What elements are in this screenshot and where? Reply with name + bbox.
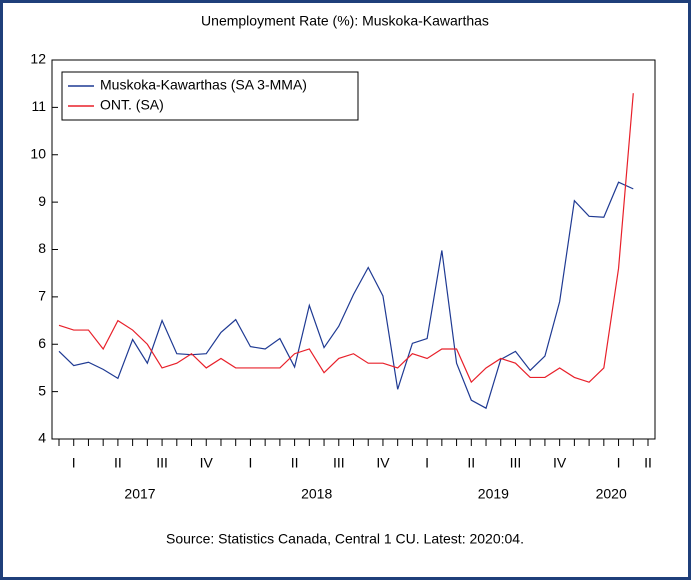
year-label: 2020 [596,486,627,502]
y-tick-label: 7 [38,288,46,304]
series-line [58,93,634,384]
year-label: 2019 [478,486,509,502]
x-tick-label: I [248,455,252,471]
x-tick-label: II [467,455,475,471]
x-tick-label: II [644,455,652,471]
x-tick-label: I [425,455,429,471]
y-tick-label: 9 [38,193,46,209]
legend-label: Muskoka-Kawarthas (SA 3-MMA) [100,77,307,93]
chart-title: Unemployment Rate (%): Muskoka-Kawarthas [201,13,489,29]
x-tick-label: II [114,455,122,471]
series-line [58,181,634,410]
y-tick-label: 8 [38,240,46,256]
y-tick-label: 11 [31,98,46,114]
source-note: Source: Statistics Canada, Central 1 CU.… [166,531,524,547]
y-tick-label: 4 [38,430,46,446]
year-label: 2018 [301,486,332,502]
x-tick-label: I [617,455,621,471]
legend-box [61,71,359,121]
x-tick-label: III [510,455,522,471]
y-tick-label: 5 [38,382,46,398]
x-tick-label: II [291,455,299,471]
year-label: 2017 [124,486,155,502]
x-tick-label: I [72,455,76,471]
y-tick-label: 10 [30,145,46,161]
x-tick-label: IV [200,455,214,471]
x-tick-label: IV [553,455,567,471]
y-tick-label: 6 [38,335,46,351]
x-tick-label: III [156,455,168,471]
legend-label: ONT. (SA) [100,97,164,113]
x-tick-label: III [333,455,345,471]
y-tick-label: 12 [30,51,46,67]
x-tick-label: IV [376,455,390,471]
